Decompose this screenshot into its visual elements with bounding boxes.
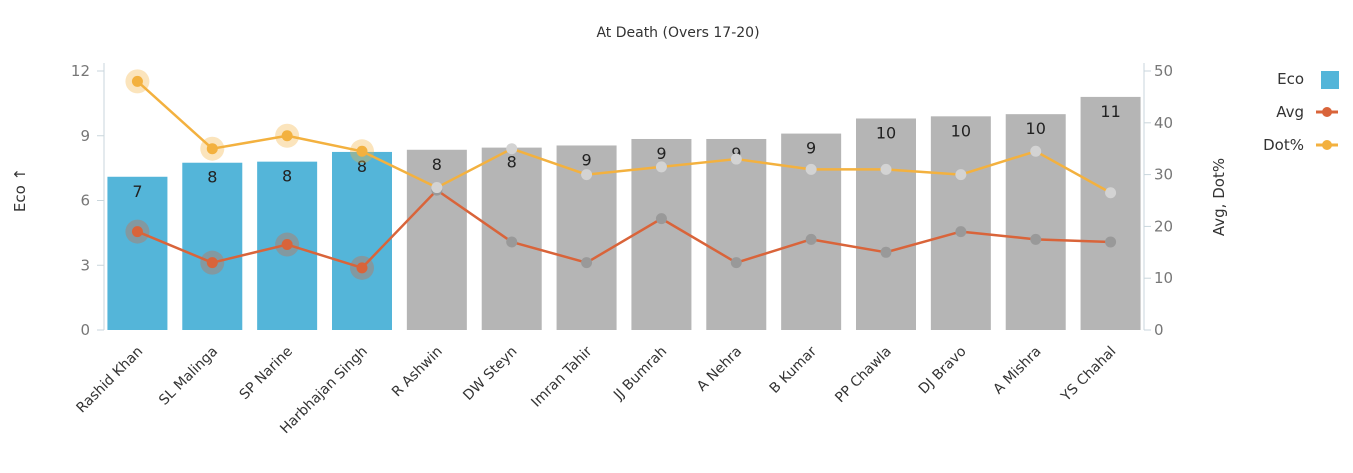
bar-value-label: 9 [731,144,741,163]
bar-value-label: 10 [876,123,896,142]
legend-marker [1322,107,1332,117]
bar-value-label: 7 [132,182,142,201]
chart-title: At Death (Overs 17-20) [596,25,759,41]
y2-tick-label: 40 [1154,114,1173,132]
dot-pct-point-11 [880,163,892,175]
y2-tick-label: 0 [1154,321,1164,339]
avg-point-6 [506,236,518,248]
avg-point-4 [356,262,368,274]
bar-1 [107,176,168,330]
category-label: A Mishra [990,344,1044,398]
category-label: PP Chawla [832,344,895,407]
dot-pct-line [136,80,1112,194]
dot-pct-point-14 [1105,187,1117,199]
y-tick-label: 3 [80,256,90,274]
bar-value-label: 9 [806,139,816,158]
legend: Eco Avg Dot% [1263,70,1339,154]
dot-pct-point-2 [206,143,218,155]
bar-value-label: 10 [951,121,971,140]
dot-pct-point-10 [805,163,817,175]
bar-9 [706,138,767,330]
bar-value-label: 9 [656,144,666,163]
bar-11 [856,118,916,330]
y-tick-label: 12 [71,62,90,80]
bar-value-label: 8 [432,155,442,174]
legend-swatch-eco [1321,71,1339,89]
dot-pct-point-9 [730,153,742,165]
bar-value-label: 8 [357,157,367,176]
legend-label: Eco [1277,70,1304,88]
bar-10 [781,133,842,330]
dot-pct-point-13 [1030,145,1042,157]
avg-point-1 [131,226,143,238]
avg-line [136,188,1111,270]
bar-value-label: 9 [581,150,591,169]
dot-pct-point-4 [356,145,368,157]
category-label: YS Chahal [1058,344,1120,406]
dot-pct-point-1 [131,75,143,87]
y2-tick-label: 20 [1154,217,1173,235]
bar-5 [406,149,467,330]
legend-label: Dot% [1263,136,1304,154]
legend-label: Avg [1276,103,1304,121]
bar-value-label: 10 [1026,119,1046,138]
bar-4 [332,151,392,330]
category-label: JJ Bumrah [610,344,670,404]
category-label: A Nehra [694,344,745,395]
avg-point-2 [206,257,218,269]
avg-point-3 [281,239,293,251]
avg-point-14 [1105,236,1117,248]
category-label: DW Steyn [460,344,520,404]
category-label: DJ Bravo [916,344,970,398]
bar-value-label: 8 [207,168,217,187]
bar-2 [182,162,243,330]
category-label: SP Narine [237,344,296,403]
avg-point-7 [581,257,593,269]
bar-value-label: 11 [1100,102,1120,121]
category-label: B Kumar [767,343,820,396]
y2-tick-label: 50 [1154,62,1173,80]
category-labels: Rashid Khan SL Malinga SP NarineHarbhajan … [73,343,1119,437]
category-label: R Ashwin [389,344,446,401]
axes: 0 3 6 9 12 0 10 20 30 40 50 [71,62,1173,339]
avg-point-12 [955,226,967,238]
avg-point-13 [1030,233,1042,245]
avg-point-8 [655,213,667,225]
y2-tick-label: 10 [1154,269,1173,287]
lines-group [125,69,1117,280]
y2-axis-title: Avg, Dot% [1210,158,1228,236]
dot-pct-point-7 [581,169,593,181]
avg-point-9 [730,257,742,269]
bar-12 [930,116,991,330]
bars-group: 7 8 8 8 8 8 9 9 9 9 10 10 10 11 [107,96,1141,331]
dot-pct-point-5 [431,182,443,194]
avg-point-11 [880,246,892,258]
bar-14 [1080,96,1141,331]
y-tick-label: 6 [80,192,90,210]
y-axis-title: Eco ↑ [11,168,29,212]
legend-marker [1322,140,1332,150]
bar-value-label: 8 [507,153,517,172]
y2-tick-label: 30 [1154,166,1173,184]
bar-value-label: 8 [282,167,292,186]
category-label: Imran Tahir [528,343,595,410]
y-tick-label: 0 [80,321,90,339]
dot-pct-point-6 [506,143,518,155]
dot-pct-point-3 [281,130,293,142]
y-tick-label: 9 [80,127,90,145]
dot-pct-point-12 [955,169,967,181]
category-label: Rashid Khan [73,344,146,417]
dot-pct-point-8 [655,161,667,173]
category-label: SL Malinga [156,344,221,409]
avg-point-10 [805,233,817,245]
